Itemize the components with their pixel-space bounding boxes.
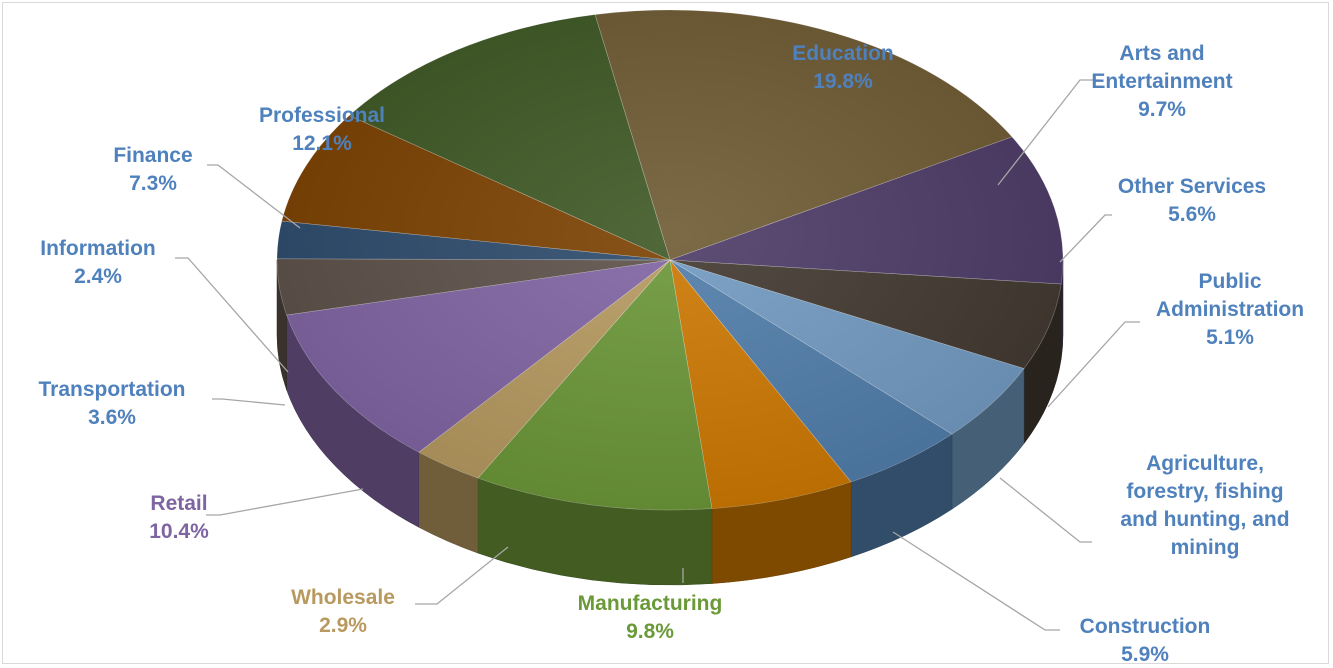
data-label-construction: Construction 5.9% [1080,615,1211,666]
data-label-retail: Retail 10.4% [149,492,209,543]
data-label-line: 5.9% [1121,643,1169,666]
data-label-other-services: Other Services 5.6% [1118,175,1266,226]
leader-line-transportation [212,398,286,406]
leader-line-construction [892,531,1060,631]
data-label-education: Education 19.8% [792,42,894,93]
data-label-line: and hunting, and [1120,508,1289,531]
leader-line-agriculture-forestry-fishing-and-hunting-and-mining [999,477,1092,543]
data-label-transportation: Transportation 3.6% [38,378,185,429]
data-label-line: Construction [1080,615,1211,638]
data-label-line: Information [40,237,156,260]
pie-top-faces [276,9,1064,511]
data-label-line: 5.1% [1206,326,1254,349]
data-label-line: 2.4% [74,265,122,288]
data-label-line: Wholesale [291,586,395,609]
data-label-line: 7.3% [129,172,177,195]
data-label-public-administration: Public Administration 5.1% [1156,270,1304,349]
data-label-information: Information 2.4% [40,237,156,288]
data-label-line: 19.8% [813,70,873,93]
data-label-line: 9.8% [626,620,674,643]
data-label-manufacturing: Manufacturing 9.8% [578,592,723,643]
data-label-finance: Finance 7.3% [113,144,192,195]
leader-line-wholesale [415,546,509,605]
leader-line-finance [207,164,301,229]
data-label-line: mining [1171,536,1240,559]
data-label-line: Administration [1156,298,1304,321]
data-label-line: Agriculture, [1146,452,1264,475]
data-label-professional: Professional 12.1% [259,104,385,155]
data-label-agriculture-forestry-fishing-and-hunting-and-mining: Agriculture, forestry, fishing and hunting… [1120,452,1289,559]
data-label-line: Manufacturing [578,592,723,615]
data-label-line: Transportation [38,378,185,401]
data-label-line: Professional [259,104,385,127]
data-label-line: Other Services [1118,175,1266,198]
data-label-wholesale: Wholesale 2.9% [291,586,395,637]
data-label-line: Education [792,42,894,65]
data-label-line: 10.4% [149,520,209,543]
data-label-line: Arts and [1119,42,1204,65]
data-label-line: forestry, fishing [1126,480,1283,503]
data-labels: Education 19.8% Arts and Entertainment 9.7% O… [38,42,1304,666]
leader-line-information [175,257,289,373]
data-label-line: Entertainment [1091,70,1232,93]
data-label-line: 9.7% [1138,98,1186,121]
leader-line-retail [206,488,364,516]
leader-line-other-services [1059,214,1112,263]
data-label-line: 5.6% [1168,203,1216,226]
leader-lines [175,79,1140,631]
leader-line-public-administration [1047,321,1140,408]
data-label-line: Public [1198,270,1261,293]
data-label-line: 3.6% [88,406,136,429]
leader-line-arts-and-entertainment [997,79,1100,186]
data-label-arts-and-entertainment: Arts and Entertainment 9.7% [1091,42,1232,121]
data-label-line: Retail [150,492,207,515]
data-label-line: 2.9% [319,614,367,637]
data-label-line: 12.1% [292,132,352,155]
data-label-line: Finance [113,144,192,167]
